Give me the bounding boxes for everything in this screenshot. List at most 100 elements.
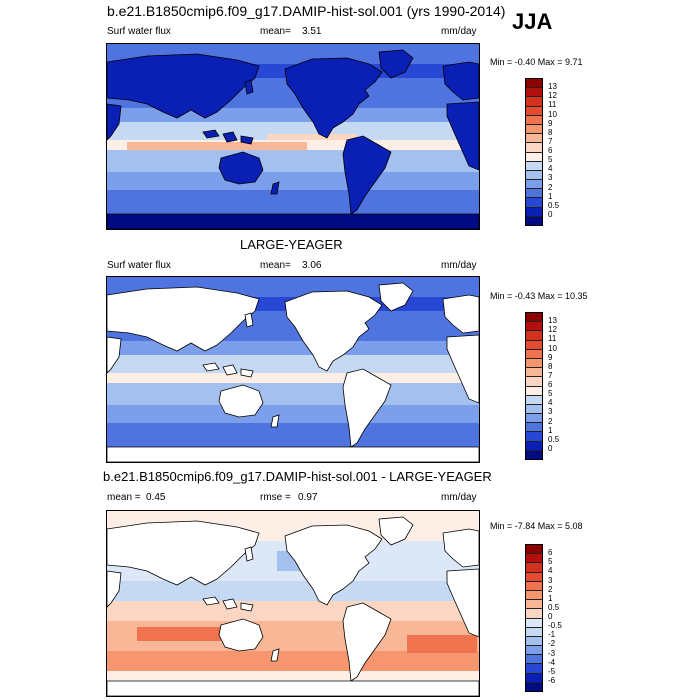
land-outline bbox=[442, 528, 479, 568]
colorbar-swatch bbox=[526, 609, 542, 619]
field-band bbox=[107, 651, 479, 671]
land-outline bbox=[378, 49, 414, 79]
land-outline bbox=[218, 384, 264, 418]
colorbar-swatch bbox=[526, 313, 542, 323]
colorbar-tick-label: -5 bbox=[548, 666, 556, 676]
field-band bbox=[107, 355, 479, 373]
land-outline bbox=[244, 79, 254, 95]
colorbar-swatch bbox=[526, 581, 542, 591]
colorbar-tick-label: 9 bbox=[548, 352, 553, 362]
land-outline bbox=[240, 135, 254, 145]
colorbar-swatch bbox=[526, 636, 542, 647]
land-outline bbox=[442, 294, 479, 334]
colorbar-swatch bbox=[526, 152, 542, 162]
colorbar-swatch bbox=[526, 170, 542, 181]
land-outline bbox=[378, 516, 414, 546]
land-outline bbox=[342, 368, 392, 448]
colorbar-swatch bbox=[526, 207, 542, 217]
colorbar-tick-label: -4 bbox=[548, 657, 556, 667]
land-outline bbox=[240, 602, 254, 612]
panel1-colorbar-labels: 13 12 11 10 9 8 7 6 5 4 3 2 1 0.5 0 bbox=[548, 78, 588, 224]
panel2-colorbar-labels: 13 12 11 10 9 8 7 6 5 4 3 2 1 0.5 0 bbox=[548, 312, 588, 458]
colorbar-tick-label: 10 bbox=[548, 109, 557, 119]
land-outline bbox=[107, 213, 479, 229]
colorbar-swatch bbox=[526, 124, 542, 135]
field-band bbox=[107, 190, 479, 214]
colorbar-tick-label: 7 bbox=[548, 136, 553, 146]
colorbar-swatch bbox=[526, 673, 542, 683]
colorbar-swatch bbox=[526, 432, 542, 442]
colorbar-tick-label: 10 bbox=[548, 343, 557, 353]
land-outline bbox=[107, 336, 122, 374]
colorbar-tick-label: 0 bbox=[548, 209, 553, 219]
colorbar-tick-label: -1 bbox=[548, 630, 556, 640]
colorbar-tick-label: 0.5 bbox=[548, 602, 560, 612]
colorbar-tick-label: 13 bbox=[548, 316, 557, 326]
panel2-mean-label: mean= bbox=[260, 260, 291, 271]
land-outline bbox=[284, 57, 383, 139]
land-outline bbox=[240, 368, 254, 378]
land-outline bbox=[270, 414, 280, 428]
land-outline bbox=[107, 520, 260, 586]
panel2-map bbox=[106, 276, 480, 463]
colorbar-swatch bbox=[526, 143, 542, 153]
field-band bbox=[107, 150, 479, 172]
colorbar-tick-label: 11 bbox=[548, 100, 557, 110]
colorbar-tick-label: 5 bbox=[548, 389, 553, 399]
field-patch bbox=[127, 142, 307, 150]
land-outline bbox=[244, 546, 254, 562]
colorbar-tick-label: 0 bbox=[548, 443, 553, 453]
land-outline bbox=[342, 135, 392, 215]
colorbar-swatch bbox=[526, 664, 542, 674]
colorbar-tick-label: -3 bbox=[548, 648, 556, 658]
land-outline bbox=[284, 524, 383, 606]
colorbar-tick-label: 2 bbox=[548, 182, 553, 192]
field-patch bbox=[137, 627, 227, 641]
colorbar-tick-label: 0.5 bbox=[548, 434, 560, 444]
colorbar-swatch bbox=[526, 590, 542, 601]
colorbar-swatch bbox=[526, 450, 542, 459]
land-outline bbox=[446, 101, 479, 171]
field-band bbox=[107, 122, 479, 140]
panel2-min-max: Min = -0.43 Max = 10.35 bbox=[490, 291, 588, 301]
colorbar-tick-label: 8 bbox=[548, 127, 553, 137]
panel2-variable-label: Surf water flux bbox=[107, 260, 171, 271]
land-outline bbox=[446, 568, 479, 638]
colorbar-tick-label: 4 bbox=[548, 566, 553, 576]
colorbar-swatch bbox=[526, 441, 542, 451]
panel3-mean-label: mean = bbox=[107, 492, 141, 503]
land-outline bbox=[218, 151, 264, 185]
colorbar-swatch bbox=[526, 134, 542, 144]
figure-title: b.e21.B1850cmip6.f09_g17.DAMIP-hist-sol.… bbox=[107, 3, 506, 19]
panel3-title: b.e21.B1850cmip6.f09_g17.DAMIP-hist-sol.… bbox=[103, 469, 492, 484]
land-outline bbox=[202, 596, 220, 606]
colorbar-tick-label: -0.5 bbox=[548, 621, 562, 631]
field-band bbox=[107, 373, 479, 383]
colorbar-swatch bbox=[526, 572, 542, 582]
colorbar-swatch bbox=[526, 414, 542, 424]
colorbar-tick-label: 1 bbox=[548, 191, 553, 201]
field-patch bbox=[267, 134, 357, 140]
colorbar-tick-label: 9 bbox=[548, 118, 553, 128]
colorbar-swatch bbox=[526, 682, 542, 691]
colorbar-swatch bbox=[526, 340, 542, 350]
colorbar-swatch bbox=[526, 600, 542, 610]
colorbar-swatch bbox=[526, 386, 542, 396]
land-outline bbox=[222, 364, 238, 376]
land-outline bbox=[342, 602, 392, 682]
land-outline bbox=[107, 103, 122, 141]
colorbar-tick-label: 13 bbox=[548, 82, 557, 92]
panel2-units: mm/day bbox=[441, 260, 477, 271]
panel2-title: LARGE-YEAGER bbox=[240, 237, 343, 252]
colorbar-tick-label: 6 bbox=[548, 548, 553, 558]
colorbar-tick-label: 7 bbox=[548, 370, 553, 380]
land-outline bbox=[270, 181, 280, 195]
colorbar-swatch bbox=[526, 377, 542, 387]
field-band bbox=[107, 172, 479, 190]
colorbar-tick-label: 6 bbox=[548, 146, 553, 155]
colorbar-swatch bbox=[526, 646, 542, 656]
colorbar-swatch bbox=[526, 198, 542, 208]
land-outline bbox=[107, 570, 122, 608]
colorbar-swatch bbox=[526, 180, 542, 190]
panel3-colorbar-labels: 6 5 4 3 2 1 0.5 0 -0.5 -1 -2 -3 -4 -5 -6 bbox=[548, 544, 588, 690]
